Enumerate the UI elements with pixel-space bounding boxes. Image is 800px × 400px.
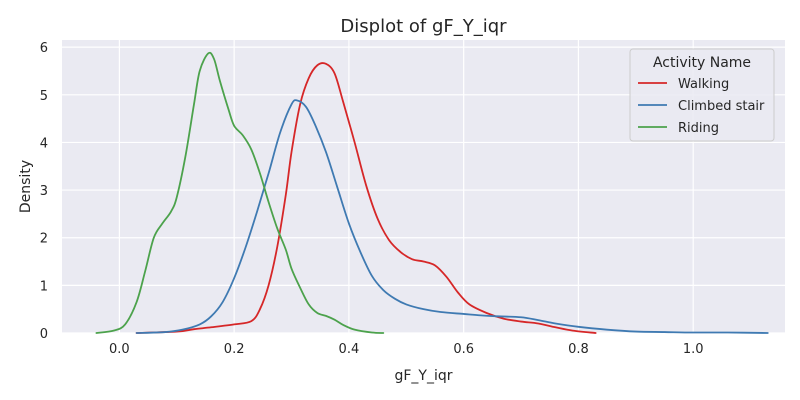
chart-title: Displot of gF_Y_iqr (340, 16, 507, 37)
x-tick-label: 0.8 (568, 342, 589, 357)
y-tick-label: 3 (40, 184, 48, 199)
legend-items: Walking Climbed stair Riding (638, 77, 765, 136)
y-tick-label: 6 (40, 41, 48, 56)
x-tick-label: 0.0 (109, 342, 130, 357)
legend-title: Activity Name (653, 55, 751, 71)
y-tick-label: 4 (40, 136, 48, 151)
legend: Activity Name Walking Climbed stair Riding (629, 48, 775, 142)
legend-label: Riding (678, 121, 719, 136)
y-tick-label: 1 (40, 279, 48, 294)
y-tick-label: 2 (40, 232, 48, 247)
y-tick-label: 0 (40, 327, 48, 342)
x-tick-label: 1.0 (683, 342, 704, 357)
x-tick-label: 0.2 (224, 342, 245, 357)
series-layer (95, 51, 769, 334)
legend-label: Climbed stair (678, 99, 765, 114)
y-axis: 0 1 2 3 4 5 6 (40, 41, 48, 342)
series-line-riding (95, 51, 385, 334)
series-line-climbed-stair (135, 99, 769, 334)
y-axis-label: Density (18, 160, 34, 213)
x-tick-label: 0.6 (453, 342, 474, 357)
legend-box (629, 48, 775, 142)
x-axis: 0.0 0.2 0.4 0.6 0.8 1.0 (109, 342, 703, 357)
y-tick-label: 5 (40, 89, 48, 104)
x-axis-label: gF_Y_iqr (394, 368, 452, 384)
x-tick-label: 0.4 (339, 342, 360, 357)
series-line-walking (135, 62, 597, 334)
legend-label: Walking (678, 77, 729, 92)
